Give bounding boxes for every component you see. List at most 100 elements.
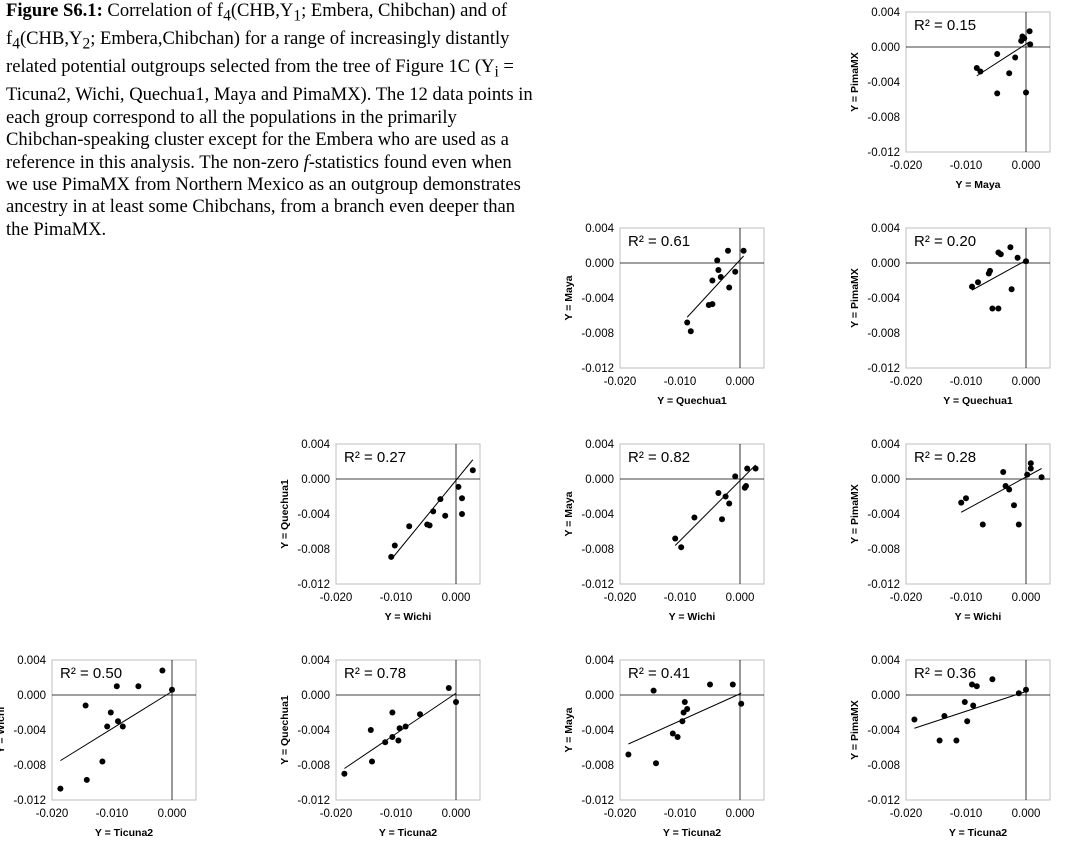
y-tick-label: -0.012 — [581, 579, 614, 591]
x-tick-label: 0.000 — [1012, 592, 1041, 604]
data-point — [1021, 35, 1028, 42]
y-tick-label: -0.004 — [867, 725, 900, 737]
plot-area — [619, 227, 765, 369]
y-tick-label: 0.000 — [871, 690, 900, 702]
y-tick-label: -0.008 — [13, 760, 46, 772]
x-tick-label: -0.020 — [604, 376, 637, 388]
r-squared-label: R² = 0.41 — [628, 665, 690, 682]
data-point — [1027, 460, 1034, 467]
x-axis-label: Y = Quechua1 — [657, 395, 727, 407]
data-point — [726, 500, 733, 507]
x-tick-label: -0.010 — [950, 808, 983, 820]
trend-line — [686, 255, 744, 318]
data-point — [469, 467, 476, 474]
x-axis-label: Y = Ticuna2 — [949, 827, 1007, 839]
y-tick-label: 0.004 — [17, 655, 46, 667]
y-axis-label: Y = PimaMX — [849, 484, 861, 544]
r-squared-label: R² = 0.50 — [60, 665, 122, 682]
y-tick-label: 0.000 — [585, 690, 614, 702]
x-axis-label: Y = Maya — [955, 179, 1000, 191]
data-point — [709, 301, 716, 308]
y-tick-label: -0.004 — [581, 509, 614, 521]
x-tick-label: -0.010 — [380, 592, 413, 604]
x-tick-label: 0.000 — [1012, 376, 1041, 388]
data-point — [402, 723, 409, 730]
data-point — [674, 734, 681, 740]
trend-line — [976, 41, 1030, 77]
plot-area — [51, 659, 197, 801]
trend-line — [60, 691, 173, 762]
data-point — [1015, 690, 1022, 697]
r-squared-label: R² = 0.15 — [914, 17, 976, 34]
data-point — [406, 523, 413, 530]
data-point — [729, 681, 736, 688]
y-tick-label: -0.012 — [13, 795, 46, 807]
y-tick-label: -0.012 — [297, 795, 330, 807]
scatter-plot-wichi-quechua1: 0.004 0.000 -0.004 -0.008 -0.012-0.020 -0.010… — [279, 439, 481, 623]
data-point — [715, 267, 722, 273]
y-tick-label: 0.004 — [585, 439, 614, 451]
x-tick-label: 0.000 — [442, 592, 471, 604]
data-point — [987, 267, 993, 274]
x-tick-label: 0.000 — [726, 808, 755, 820]
data-point — [169, 686, 175, 693]
x-tick-label: -0.010 — [950, 376, 983, 388]
data-point — [997, 251, 1004, 258]
x-tick-label: -0.020 — [604, 808, 637, 820]
data-point — [119, 723, 126, 730]
x-tick-label: -0.020 — [320, 808, 353, 820]
y-tick-label: -0.004 — [867, 77, 900, 89]
trend-line — [971, 259, 1027, 291]
y-tick-label: -0.004 — [581, 725, 614, 737]
y-tick-label: 0.004 — [585, 655, 614, 667]
data-point — [1015, 521, 1022, 528]
x-tick-label: 0.000 — [158, 808, 187, 820]
x-tick-label: -0.010 — [664, 592, 697, 604]
data-point — [1000, 469, 1007, 475]
y-axis-label: Y = Maya — [563, 491, 575, 536]
data-point — [669, 730, 676, 737]
data-point — [743, 483, 749, 489]
data-point — [678, 544, 685, 551]
data-point — [459, 495, 465, 502]
y-tick-label: -0.004 — [867, 509, 900, 521]
data-point — [1038, 474, 1045, 481]
data-point — [459, 511, 465, 517]
scatter-plot-ticuna2-maya: 0.004 0.000 -0.004 -0.008 -0.012-0.020 -0.010… — [563, 655, 765, 839]
data-point — [1027, 465, 1034, 472]
plot-area — [905, 227, 1051, 369]
data-point — [961, 699, 968, 705]
data-point — [726, 284, 733, 291]
x-axis-label: Y = Wichi — [669, 611, 716, 623]
x-tick-label: 0.000 — [1012, 160, 1041, 172]
y-axis-label: Y = Wichi — [0, 707, 7, 754]
y-tick-label: 0.000 — [301, 474, 330, 486]
data-point — [445, 685, 452, 691]
data-point — [135, 683, 142, 690]
data-point — [687, 328, 694, 335]
data-point — [653, 760, 659, 767]
x-tick-label: -0.020 — [890, 592, 923, 604]
x-tick-label: -0.020 — [36, 808, 69, 820]
x-tick-label: -0.010 — [96, 808, 129, 820]
y-axis-label: Y = Quechua1 — [279, 479, 291, 549]
y-tick-label: -0.012 — [867, 795, 900, 807]
x-axis-label: Y = Quechua1 — [943, 395, 1013, 407]
scatter-plot-ticuna2-quechua1: 0.004 0.000 -0.004 -0.008 -0.012-0.020 -0.010… — [279, 655, 481, 839]
data-point — [975, 279, 981, 286]
data-point — [973, 683, 980, 690]
data-point — [958, 499, 965, 506]
y-tick-label: 0.000 — [17, 690, 46, 702]
data-point — [1023, 89, 1029, 96]
x-tick-label: -0.020 — [890, 808, 923, 820]
r-squared-label: R² = 0.78 — [344, 665, 406, 682]
y-tick-label: 0.000 — [585, 258, 614, 270]
data-point — [679, 718, 686, 725]
x-tick-label: 0.000 — [1012, 808, 1041, 820]
data-point — [969, 283, 975, 290]
data-point — [963, 495, 969, 502]
data-point — [732, 473, 739, 480]
data-point — [1006, 70, 1013, 77]
r-squared-label: R² = 0.82 — [628, 449, 690, 466]
y-tick-label: -0.004 — [13, 725, 46, 737]
